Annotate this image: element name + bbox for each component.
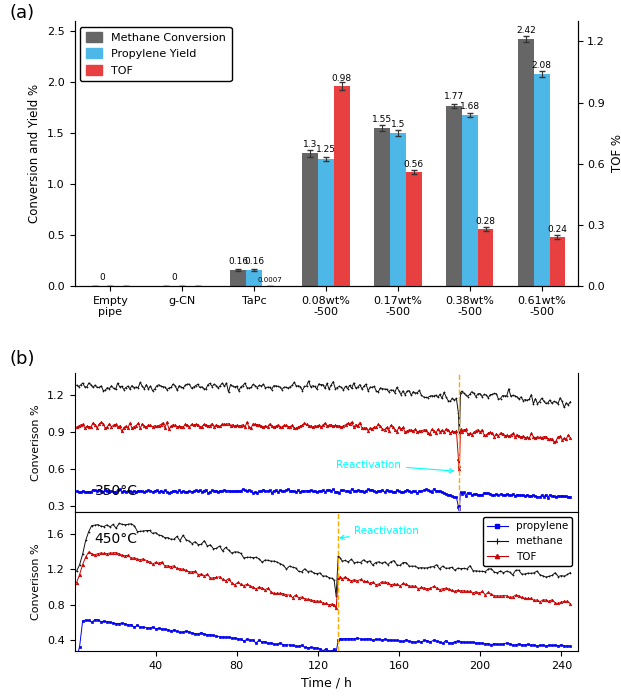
Bar (462, 115, 478, 286)
Text: 0.16: 0.16 (229, 256, 248, 265)
Legend: Methane Conversion, Propylene Yield, TOF: Methane Conversion, Propylene Yield, TOF (80, 27, 232, 81)
Text: 2.08: 2.08 (532, 61, 551, 70)
Text: 1.55: 1.55 (372, 115, 392, 124)
Text: 0.24: 0.24 (548, 225, 568, 234)
Bar (406, 172, 422, 286)
Bar (230, 270, 247, 286)
Text: Reactivation: Reactivation (340, 526, 419, 540)
Y-axis label: Converison %: Converison % (32, 404, 42, 481)
Text: 1.25: 1.25 (316, 146, 336, 155)
Bar (247, 270, 262, 286)
Text: 0: 0 (99, 273, 106, 282)
Bar (334, 86, 350, 286)
Bar (318, 159, 334, 286)
X-axis label: Time / h: Time / h (301, 676, 351, 690)
Text: 0.56: 0.56 (404, 160, 424, 169)
Bar (302, 153, 318, 286)
Text: 0.28: 0.28 (476, 217, 496, 226)
Text: 450°C: 450°C (94, 531, 138, 545)
Bar (518, 39, 533, 286)
Text: 2.42: 2.42 (516, 27, 536, 35)
Bar (446, 106, 462, 286)
Bar (374, 128, 390, 286)
Y-axis label: TOF %: TOF % (610, 134, 621, 172)
Text: 1.3: 1.3 (303, 141, 317, 149)
Text: 0.16: 0.16 (244, 256, 264, 265)
Text: 1.77: 1.77 (444, 92, 464, 102)
Bar (390, 133, 406, 286)
Y-axis label: Conversion and Yield %: Conversion and Yield % (29, 84, 42, 223)
Y-axis label: Converison %: Converison % (32, 543, 42, 620)
Text: Reactivation: Reactivation (337, 460, 453, 473)
Text: (a): (a) (9, 4, 34, 22)
Text: 1.5: 1.5 (391, 120, 405, 129)
Bar (550, 237, 565, 286)
Text: 1.68: 1.68 (460, 102, 480, 111)
Text: (b): (b) (9, 351, 35, 368)
Text: 350°C: 350°C (94, 484, 138, 498)
Text: 0.0007: 0.0007 (258, 276, 283, 283)
Bar (478, 229, 494, 286)
Bar (533, 74, 550, 286)
Text: 0.98: 0.98 (332, 74, 352, 83)
Legend: propylene, methane, TOF: propylene, methane, TOF (483, 517, 573, 566)
Text: 0: 0 (171, 273, 177, 282)
